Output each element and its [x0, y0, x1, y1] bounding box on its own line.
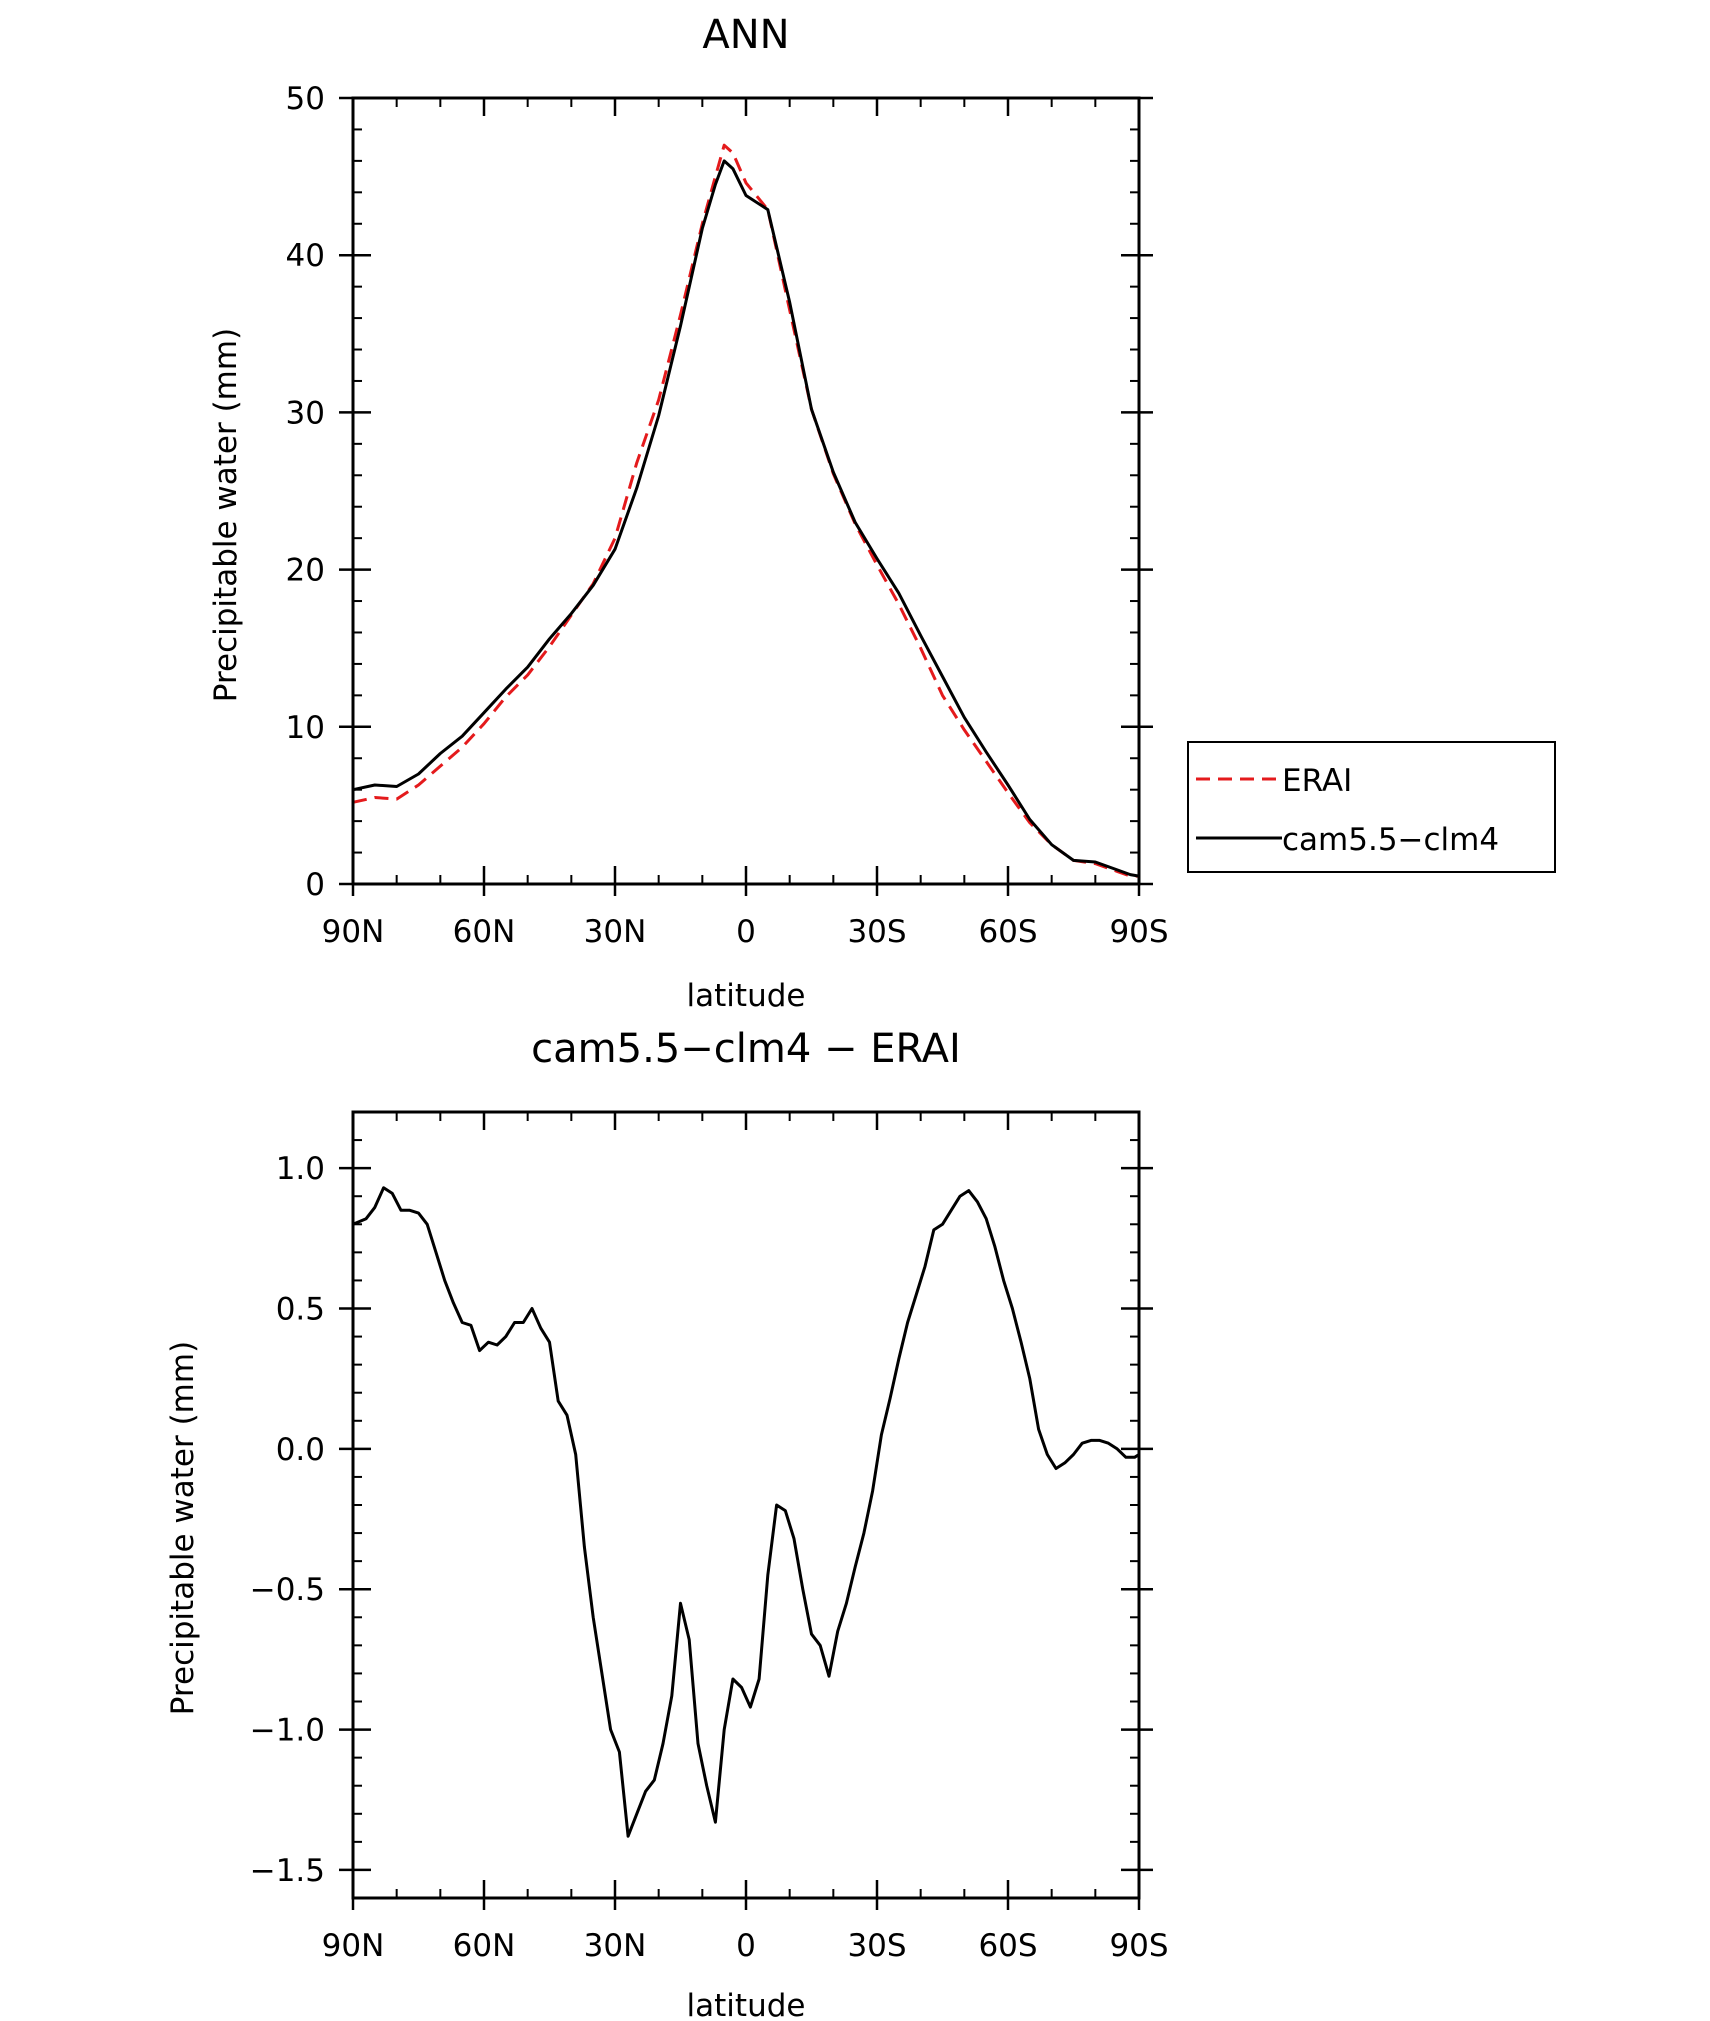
annual-mean-panel: ANN latitude Precipitable water (mm) 90N… [208, 12, 1556, 1014]
chart-title: cam5.5−clm4 − ERAI [531, 1026, 961, 1072]
plot-frame [351, 96, 1141, 886]
y-axis-label: Precipitable water (mm) [208, 328, 244, 702]
x-tick-label: 30S [847, 914, 906, 950]
x-tick-label: 60S [978, 914, 1037, 950]
y-tick-label: 0 [305, 867, 325, 903]
x-tick-label: 30N [584, 914, 647, 950]
axis-ticks: 90N 60N 30N 0 30S 60S 90S −1.5 −1.0 −0.5 0.0 0.5 1.0 [250, 1111, 1169, 1964]
x-tick-label: 90S [1109, 1928, 1168, 1964]
x-tick-label: 30S [847, 1928, 906, 1964]
legend-box [1187, 741, 1556, 873]
series-line-0 [352, 1186, 1140, 1838]
legend-label-erai: ERAI [1282, 763, 1352, 799]
x-axis-label: latitude [687, 1988, 806, 2021]
series-line-0 [352, 143, 1139, 878]
y-tick-label: −1.0 [250, 1713, 325, 1749]
y-tick-label: 20 [286, 553, 325, 589]
x-tick-label: 90N [322, 914, 385, 950]
y-axis-label: Precipitable water (mm) [165, 1341, 201, 1715]
axis-ticks: 90N 60N 30N 0 30S 60S 90S 0 10 20 30 40 50 [286, 81, 1169, 950]
x-axis-label: latitude [687, 978, 806, 1014]
x-tick-label: 30N [584, 1928, 647, 1964]
x-tick-label: 0 [736, 1928, 756, 1964]
x-tick-label: 90N [322, 1928, 385, 1964]
chart-title: ANN [702, 12, 789, 58]
y-tick-label: 40 [286, 238, 325, 274]
x-tick-label: 60N [453, 914, 516, 950]
x-tick-label: 90S [1109, 914, 1168, 950]
x-tick-label: 0 [736, 914, 756, 950]
y-tick-label: −1.5 [250, 1853, 325, 1889]
y-tick-label: 1.0 [276, 1151, 325, 1187]
y-tick-label: 10 [286, 710, 325, 746]
x-tick-label: 60N [453, 1928, 516, 1964]
x-tick-label: 60S [978, 1928, 1037, 1964]
y-tick-label: 30 [286, 395, 325, 431]
plot-lines [352, 1186, 1140, 1838]
difference-panel: cam5.5−clm4 − ERAI latitude Precipitable… [165, 1026, 1169, 2021]
plot-frame [351, 1110, 1141, 1900]
legend: ERAI cam5.5−clm4 [1187, 741, 1556, 873]
y-tick-label: −0.5 [250, 1572, 325, 1608]
y-tick-label: 0.0 [276, 1432, 325, 1468]
y-tick-label: 50 [286, 81, 325, 117]
series-line-1 [352, 159, 1140, 878]
y-tick-label: 0.5 [276, 1292, 325, 1328]
legend-label-model: cam5.5−clm4 [1282, 822, 1499, 858]
plot-lines [352, 143, 1140, 878]
